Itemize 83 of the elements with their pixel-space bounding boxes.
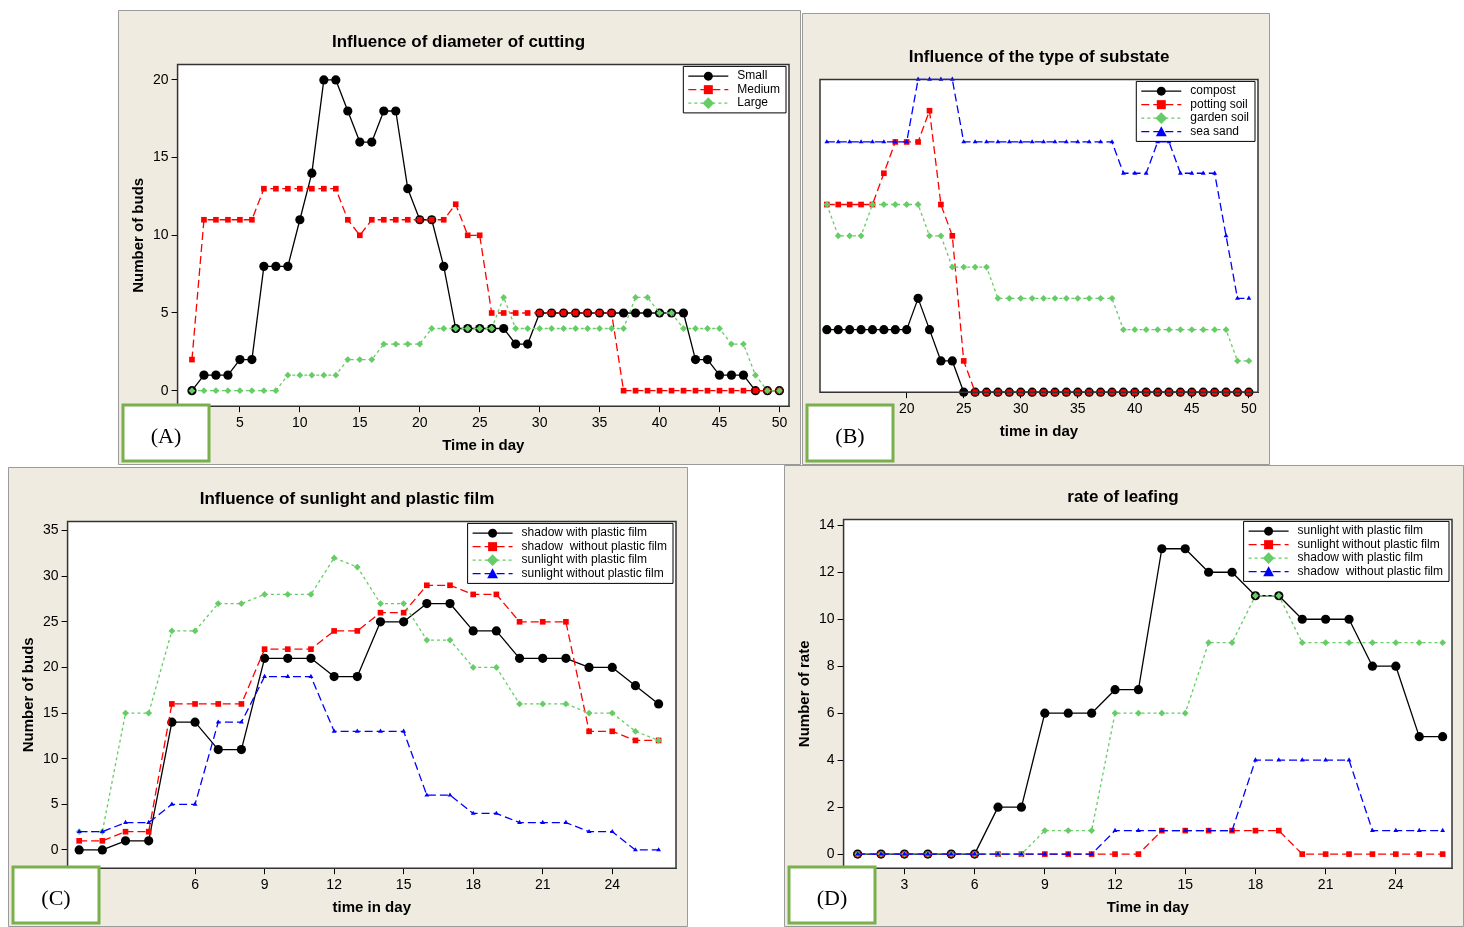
x-tick-label: 6	[191, 876, 200, 893]
y-tick-label: 35	[42, 521, 59, 538]
y-tick-label: 2	[826, 797, 835, 814]
y-tick-label: 20	[42, 658, 59, 675]
legend-label: shadow with plastic film	[1297, 550, 1423, 565]
y-tick-label: 25	[42, 612, 59, 629]
y-axis-title: Number of buds	[19, 637, 37, 753]
x-tick-label: 9	[260, 876, 269, 893]
y-tick-label: 30	[42, 567, 59, 584]
x-tick-label: 50	[1241, 400, 1257, 417]
y-axis-title: Number of buds	[129, 177, 147, 293]
y-tick-label: 10	[42, 749, 59, 766]
chart-title: Influence of the type of substate	[908, 46, 1170, 66]
chart-title: rate of leafing	[1067, 486, 1179, 506]
x-tick-label: 21	[1317, 876, 1334, 893]
y-tick-label: 14	[818, 516, 835, 533]
text: (D)	[816, 884, 848, 910]
y-tick-label: 0	[826, 844, 835, 861]
y-tick-label: 6	[826, 704, 835, 721]
legend-label: Medium	[737, 81, 781, 96]
legend-label: sea sand	[1190, 123, 1239, 138]
x-tick-label: 30	[1012, 400, 1029, 417]
y-tick-label: 20	[152, 70, 169, 87]
x-tick-label: 5	[236, 414, 245, 431]
x-tick-label: 15	[1177, 876, 1194, 893]
x-tick-label: 21	[534, 876, 551, 893]
y-tick-label: 12	[818, 563, 835, 580]
y-axis-title: Number of rate	[795, 640, 813, 748]
x-tick-label: 45	[711, 414, 728, 431]
x-tick-label: 6	[970, 876, 979, 893]
y-tick-label: 10	[818, 610, 835, 627]
x-tick-label: 50	[771, 414, 788, 431]
y-tick-label: 0	[160, 381, 169, 398]
legend-label: shadow with plastic film	[521, 525, 647, 540]
x-tick-label: 25	[955, 400, 972, 417]
y-tick-label: 4	[826, 751, 835, 768]
x-axis-title: Time in day	[442, 436, 526, 454]
legend-label: garden soil	[1190, 110, 1250, 125]
x-tick-label: 18	[1247, 876, 1264, 893]
legend-label: potting soil	[1190, 96, 1248, 111]
x-tick-label: 25	[471, 414, 488, 431]
legend-label: shadow without plastic film	[521, 538, 668, 553]
x-tick-label: 45	[1184, 400, 1200, 417]
x-tick-label: 9	[1040, 876, 1049, 893]
x-tick-label: 20	[898, 400, 915, 417]
x-tick-label: 30	[531, 414, 548, 431]
legend-label: sunlight with plastic film	[521, 552, 647, 567]
x-tick-label: 18	[465, 876, 482, 893]
y-tick-label: 0	[50, 840, 59, 857]
x-tick-label: 20	[411, 414, 428, 431]
legend-label: sunlight with plastic film	[1297, 523, 1423, 538]
y-tick-label: 5	[50, 795, 59, 812]
text: (B)	[835, 422, 865, 448]
chart-title: Influence of diameter of cutting	[331, 31, 586, 51]
x-tick-label: 10	[292, 414, 308, 431]
x-axis-title: Time in day	[1106, 898, 1190, 916]
x-tick-label: 15	[395, 876, 412, 893]
text: (A)	[150, 422, 182, 448]
legend-label: compost	[1190, 83, 1237, 98]
x-tick-label: 15	[352, 414, 368, 431]
x-tick-label: 3	[900, 876, 909, 893]
y-tick-label: 8	[826, 657, 835, 674]
legend-label: sunlight without plastic film	[1297, 536, 1440, 551]
x-tick-label: 12	[1107, 876, 1124, 893]
x-axis-title: time in day	[332, 898, 412, 916]
x-tick-label: 12	[326, 876, 343, 893]
text: (C)	[41, 884, 71, 910]
x-tick-label: 24	[604, 876, 621, 893]
chart-title: Influence of sunlight and plastic film	[199, 488, 495, 508]
x-axis-title: time in day	[999, 422, 1079, 440]
x-tick-label: 24	[1388, 876, 1404, 893]
y-tick-label: 15	[42, 703, 59, 720]
legend-label: Large	[737, 95, 769, 110]
y-tick-label: 5	[160, 303, 169, 320]
x-tick-label: 40	[651, 414, 668, 431]
legend-label: Small	[737, 68, 768, 83]
legend-label: sunlight without plastic film	[521, 565, 664, 580]
x-tick-label: 40	[1127, 400, 1143, 417]
y-tick-label: 10	[152, 226, 169, 243]
y-tick-label: 15	[152, 148, 169, 165]
legend-label: shadow without plastic film	[1297, 563, 1444, 578]
x-tick-label: 35	[1069, 400, 1086, 417]
x-tick-label: 35	[591, 414, 608, 431]
